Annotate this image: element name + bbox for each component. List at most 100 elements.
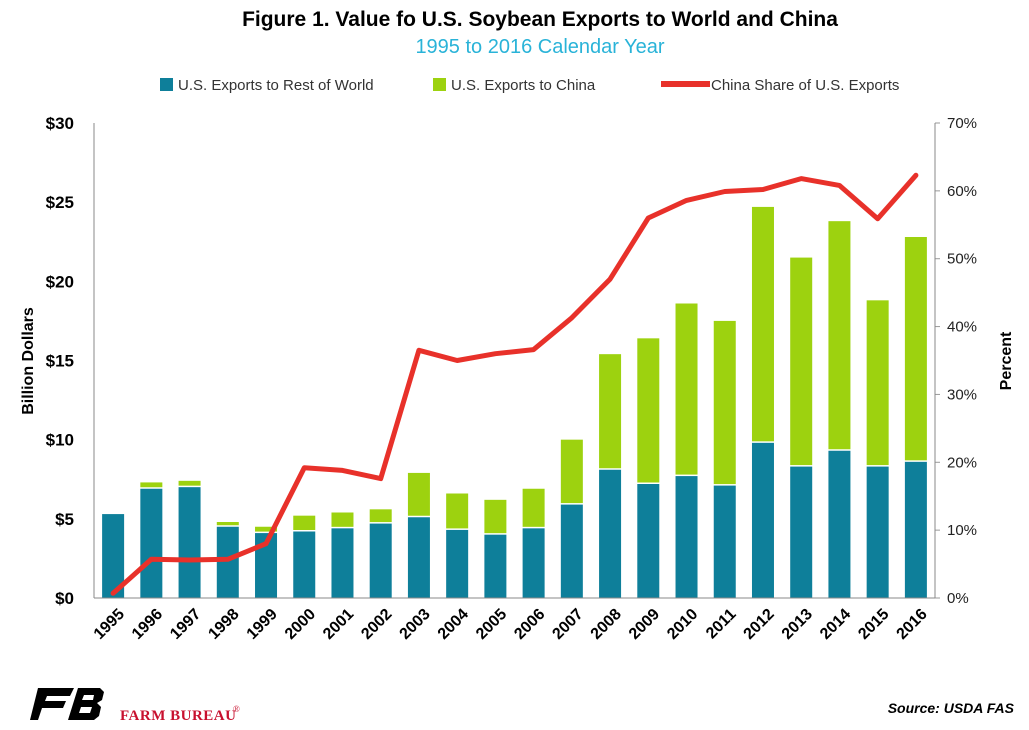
bar-china (675, 303, 698, 475)
x-tick-label: 2007 (549, 606, 586, 643)
bar-rest-of-world (369, 523, 392, 598)
y-ticks-right: 0% 10% 20% 30% 40% 50% 60% 70% (935, 115, 977, 607)
source-note: Source: USDA FAS (888, 700, 1015, 716)
bar-rest-of-world (331, 528, 354, 598)
bar-rest-of-world (751, 442, 774, 598)
bar-china (599, 354, 622, 469)
axes (93, 123, 936, 599)
y-axis-title-right: Percent (998, 331, 1015, 390)
x-tick-label: 2013 (779, 606, 816, 643)
legend-swatch-china (433, 78, 446, 91)
y-tick-right-label: 20% (947, 454, 977, 471)
x-tick-label: 2006 (511, 606, 548, 643)
x-tick-label: 1997 (167, 606, 204, 643)
x-ticks: 1995 1996 1997 1998 1999 2000 2001 2002 2003 2004… (91, 606, 931, 643)
y-tick-left-label: $30 (46, 114, 74, 133)
y-tick-left-label: $15 (46, 352, 74, 371)
bar-rest-of-world (637, 484, 660, 598)
bar-rest-of-world (599, 469, 622, 598)
bar-china (216, 522, 239, 526)
x-tick-label: 2009 (626, 606, 663, 643)
bar-china (790, 257, 813, 466)
legend-swatch-rest-of-world (160, 78, 173, 91)
china-share-line (110, 172, 919, 596)
chart-title: Figure 1. Value fo U.S. Soybean Exports … (242, 8, 838, 31)
x-tick-label: 2004 (435, 606, 472, 643)
bar-china (637, 338, 660, 483)
bar-rest-of-world (216, 526, 239, 598)
bar-china (293, 515, 316, 530)
y-tick-left-label: $25 (46, 193, 74, 212)
legend-label-rest-of-world: U.S. Exports to Rest of World (178, 77, 374, 94)
x-tick-label: 2001 (320, 606, 357, 643)
x-tick-label: 2016 (894, 606, 931, 643)
bar-rest-of-world (446, 529, 469, 598)
y-tick-right-label: 10% (947, 522, 977, 539)
bar-rest-of-world (178, 487, 201, 598)
bar-rest-of-world (828, 450, 851, 598)
bar-rest-of-world (293, 531, 316, 598)
x-tick-label: 2011 (703, 606, 740, 643)
chart-subtitle: 1995 to 2016 Calendar Year (415, 36, 664, 58)
x-tick-label: 2015 (855, 606, 892, 643)
y-tick-right-label: 40% (947, 319, 977, 336)
bar-rest-of-world (904, 461, 927, 598)
y-tick-left-label: $5 (55, 510, 74, 529)
bar-rest-of-world (255, 533, 278, 598)
x-tick-label: 2002 (358, 606, 395, 643)
bar-china (866, 300, 889, 466)
bar-rest-of-world (484, 534, 507, 598)
y-tick-right-label: 30% (947, 386, 977, 403)
y-ticks-left: $0 $5 $10 $15 $20 $25 $30 (46, 114, 74, 608)
bar-china (255, 526, 278, 532)
x-tick-label: 2000 (282, 606, 319, 643)
bar-rest-of-world (140, 488, 163, 598)
bar-china (178, 480, 201, 486)
y-tick-right-label: 60% (947, 183, 977, 200)
legend: U.S. Exports to Rest of World U.S. Expor… (160, 77, 899, 94)
bar-china (446, 493, 469, 529)
x-tick-label: 1998 (205, 606, 242, 643)
bar-china (522, 488, 545, 527)
brand-registered-mark: ® (233, 704, 240, 714)
y-tick-left-label: $20 (46, 272, 74, 291)
x-tick-label: 2010 (664, 606, 701, 643)
y-tick-right-label: 50% (947, 251, 977, 268)
farm-bureau-logo: FARM BUREAU ® (30, 688, 240, 724)
bar-china (484, 499, 507, 534)
bar-china (560, 439, 583, 504)
bar-rest-of-world (560, 504, 583, 598)
legend-label-china-share: China Share of U.S. Exports (711, 77, 899, 94)
brand-name: FARM BUREAU (120, 708, 236, 724)
y-tick-right-label: 70% (947, 115, 977, 132)
bar-china (751, 206, 774, 442)
bar-china (331, 512, 354, 527)
bar-china (828, 221, 851, 450)
x-tick-label: 1996 (129, 606, 166, 643)
x-tick-label: 2008 (588, 606, 625, 643)
bar-china (713, 320, 736, 485)
y-tick-left-label: $0 (55, 589, 74, 608)
bar-rest-of-world (522, 528, 545, 598)
x-tick-label: 2012 (741, 606, 778, 643)
y-tick-left-label: $10 (46, 431, 74, 450)
bar-china (140, 482, 163, 488)
bars (102, 206, 927, 598)
share-line-group (110, 172, 919, 596)
fb-logo-mark-icon (30, 688, 104, 720)
x-tick-label: 2014 (817, 606, 854, 643)
bar-rest-of-world (675, 476, 698, 598)
x-tick-label: 2005 (473, 606, 510, 643)
x-tick-label: 1995 (91, 606, 128, 643)
x-tick-label: 1999 (244, 606, 281, 643)
bar-rest-of-world (407, 517, 430, 598)
x-tick-label: 2003 (397, 606, 434, 643)
legend-label-china: U.S. Exports to China (451, 77, 596, 94)
bar-rest-of-world (866, 466, 889, 598)
bar-rest-of-world (713, 485, 736, 598)
y-tick-right-label: 0% (947, 590, 969, 607)
bar-rest-of-world (790, 466, 813, 598)
bar-china (407, 472, 430, 516)
bar-rest-of-world (102, 514, 125, 598)
